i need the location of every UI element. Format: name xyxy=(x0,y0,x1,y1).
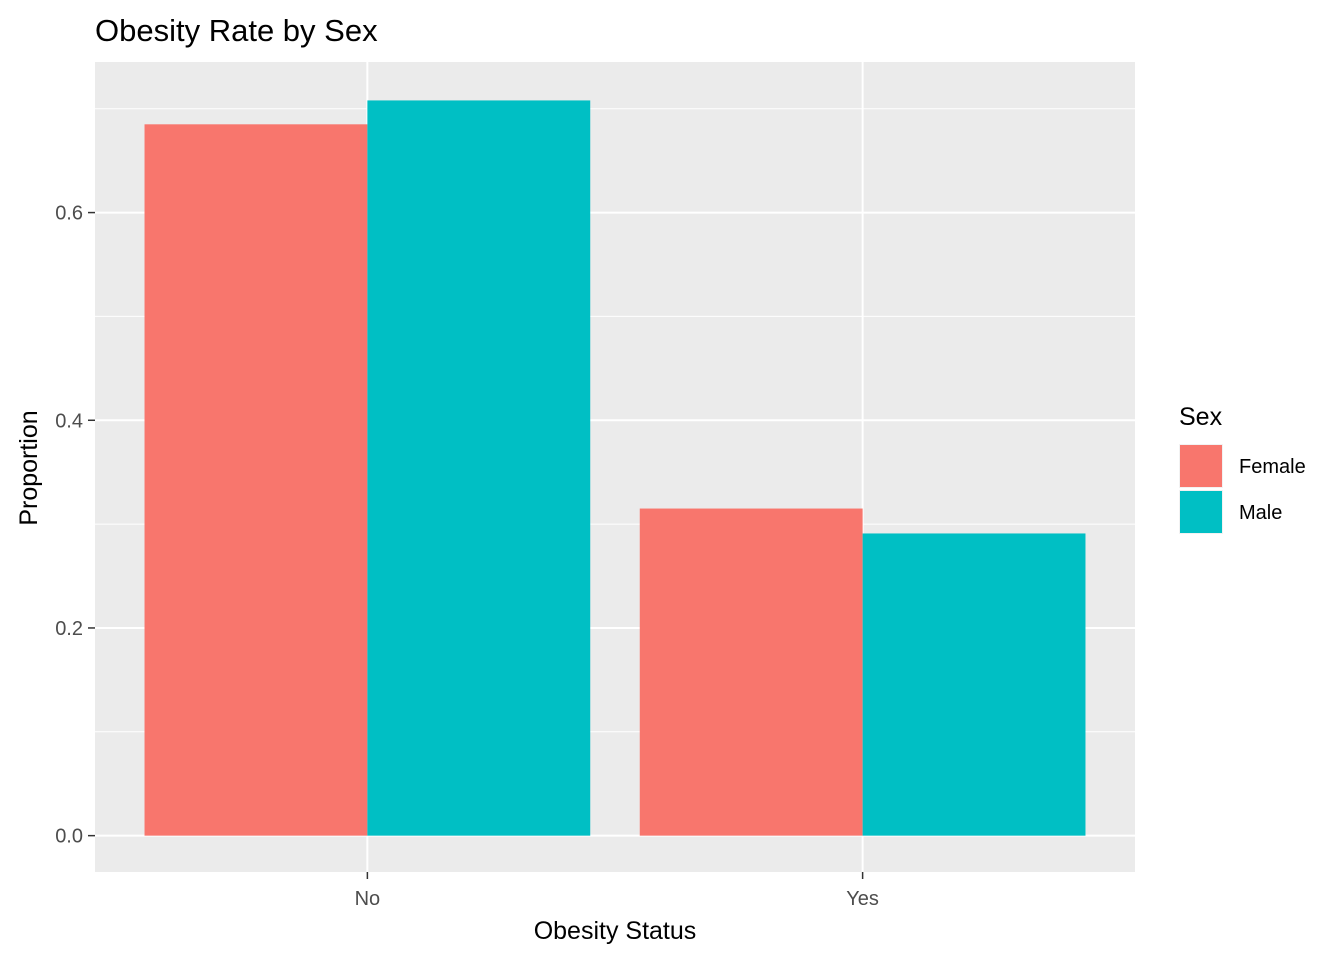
legend-label-female: Female xyxy=(1239,456,1306,478)
x-axis-title: Obesity Status xyxy=(534,917,697,945)
chart-title: Obesity Rate by Sex xyxy=(95,13,378,48)
legend-swatch-female xyxy=(1180,445,1222,487)
bar-male-no xyxy=(367,100,591,836)
bar-female-yes xyxy=(639,508,863,836)
bar-male-yes xyxy=(862,533,1086,836)
legend-swatch-male xyxy=(1180,491,1222,533)
bar-female-no xyxy=(144,124,368,836)
y-axis: 0.0 0.2 0.4 0.6 xyxy=(55,203,95,848)
y-tick-label: 0.4 xyxy=(55,410,83,432)
legend-label-male: Male xyxy=(1239,502,1282,524)
legend: Sex Female Male xyxy=(1179,403,1306,534)
x-tick-label: Yes xyxy=(846,888,879,910)
y-tick-label: 0.6 xyxy=(55,203,83,225)
x-axis: No Yes xyxy=(355,872,879,910)
y-tick-label: 0.2 xyxy=(55,618,83,640)
legend-title: Sex xyxy=(1179,403,1223,431)
bars xyxy=(144,100,1086,836)
y-axis-title: Proportion xyxy=(15,410,43,525)
y-tick-label: 0.0 xyxy=(55,826,83,848)
x-tick-label: No xyxy=(355,888,381,910)
